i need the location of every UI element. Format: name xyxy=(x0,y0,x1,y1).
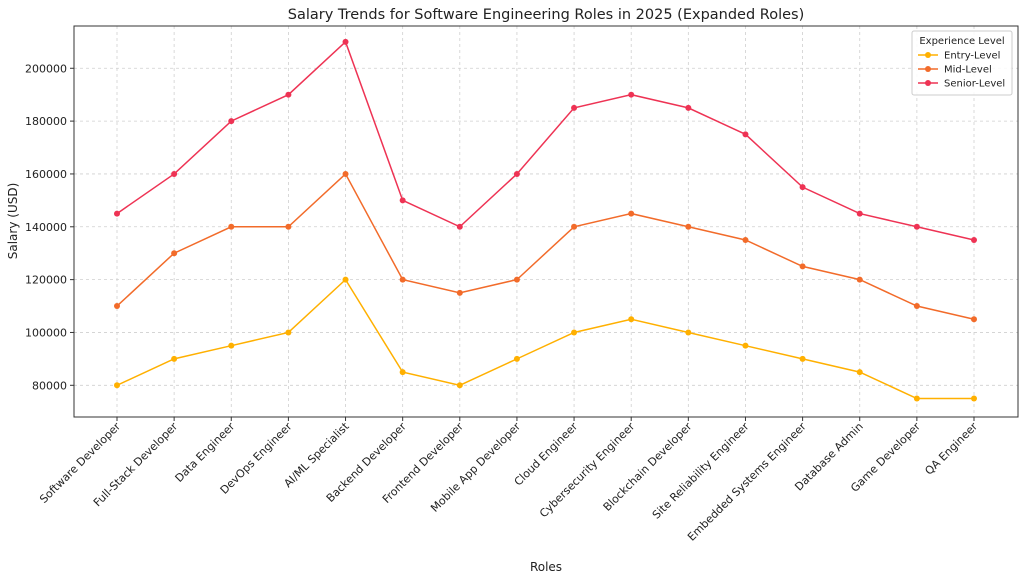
data-point xyxy=(114,210,120,217)
plot-frame xyxy=(73,25,1019,418)
x-tick-label: Site Reliability Engineer xyxy=(650,420,752,522)
chart-title: Salary Trends for Software Engineering R… xyxy=(288,7,805,23)
y-tick-label: 200000 xyxy=(25,62,67,75)
y-axis-ticks: 80000 100000 120000 140000 160000 180000 20000… xyxy=(25,62,74,392)
legend-entry-label: Entry-Level xyxy=(944,51,1000,62)
legend: Experience Level Entry-Level Mid-Level Sen… xyxy=(911,30,1013,96)
data-point xyxy=(799,184,806,191)
series-line xyxy=(116,40,975,241)
data-point xyxy=(285,329,292,336)
series-line xyxy=(116,278,974,400)
data-point xyxy=(171,355,178,362)
data-point xyxy=(456,289,463,296)
series-mid-level xyxy=(114,170,977,323)
data-point xyxy=(399,276,406,283)
data-point xyxy=(342,170,349,177)
data-point xyxy=(856,210,863,217)
data-point xyxy=(971,316,977,323)
data-point xyxy=(171,170,178,177)
data-point xyxy=(114,303,120,310)
data-point xyxy=(799,355,806,362)
data-point xyxy=(856,276,863,283)
data-point xyxy=(628,210,635,217)
data-point xyxy=(228,223,235,230)
legend-entry-label: Mid-Level xyxy=(944,65,992,76)
data-point xyxy=(513,355,520,362)
grid xyxy=(74,26,1018,417)
data-point xyxy=(228,342,235,349)
data-point xyxy=(742,342,749,349)
legend-swatch-marker xyxy=(925,80,931,86)
data-point xyxy=(913,223,920,230)
legend-title: Experience Level xyxy=(919,36,1004,47)
data-point xyxy=(856,369,863,376)
data-point xyxy=(285,223,292,230)
x-axis-label: Roles xyxy=(530,560,562,574)
data-point xyxy=(685,223,692,230)
data-point xyxy=(571,223,578,230)
series-group xyxy=(114,38,977,402)
data-point xyxy=(742,131,749,138)
data-point xyxy=(685,329,692,336)
y-tick-label: 160000 xyxy=(25,168,67,181)
y-tick-label: 80000 xyxy=(32,379,67,392)
data-point xyxy=(456,382,463,389)
data-point xyxy=(628,316,635,323)
data-point xyxy=(913,303,920,310)
x-tick-label: Embedded Systems Engineer xyxy=(685,420,809,544)
y-tick-label: 120000 xyxy=(25,274,67,287)
data-point xyxy=(742,236,749,243)
data-point xyxy=(913,395,920,402)
data-point xyxy=(399,197,406,204)
data-point xyxy=(342,38,349,45)
legend-entry-label: Senior-Level xyxy=(944,79,1005,90)
data-point xyxy=(285,91,292,98)
x-tick-label: QA Engineer xyxy=(922,420,980,478)
data-point xyxy=(971,395,977,402)
y-tick-label: 100000 xyxy=(25,326,67,339)
legend-swatch-marker xyxy=(925,52,931,58)
x-tick-label: Data Engineer xyxy=(172,420,237,485)
y-axis-label: Salary (USD) xyxy=(6,183,20,260)
series-line xyxy=(116,172,975,320)
data-point xyxy=(114,382,120,389)
data-point xyxy=(685,104,692,111)
data-point xyxy=(228,118,235,125)
legend-box xyxy=(911,30,1013,96)
data-point xyxy=(799,263,806,270)
data-point xyxy=(971,236,977,243)
data-point xyxy=(513,170,520,177)
data-point xyxy=(399,369,406,376)
legend-swatch-marker xyxy=(925,66,931,72)
data-point xyxy=(513,276,520,283)
series-entry-level xyxy=(114,276,977,402)
series-senior-level xyxy=(114,38,977,243)
x-tick-label: Cybersecurity Engineer xyxy=(537,420,638,521)
data-point xyxy=(628,91,635,98)
y-tick-label: 180000 xyxy=(25,115,67,128)
data-point xyxy=(571,104,578,111)
y-tick-label: 140000 xyxy=(25,221,67,234)
data-point xyxy=(456,223,463,230)
data-point xyxy=(342,276,349,283)
data-point xyxy=(571,329,578,336)
data-point xyxy=(171,250,178,257)
